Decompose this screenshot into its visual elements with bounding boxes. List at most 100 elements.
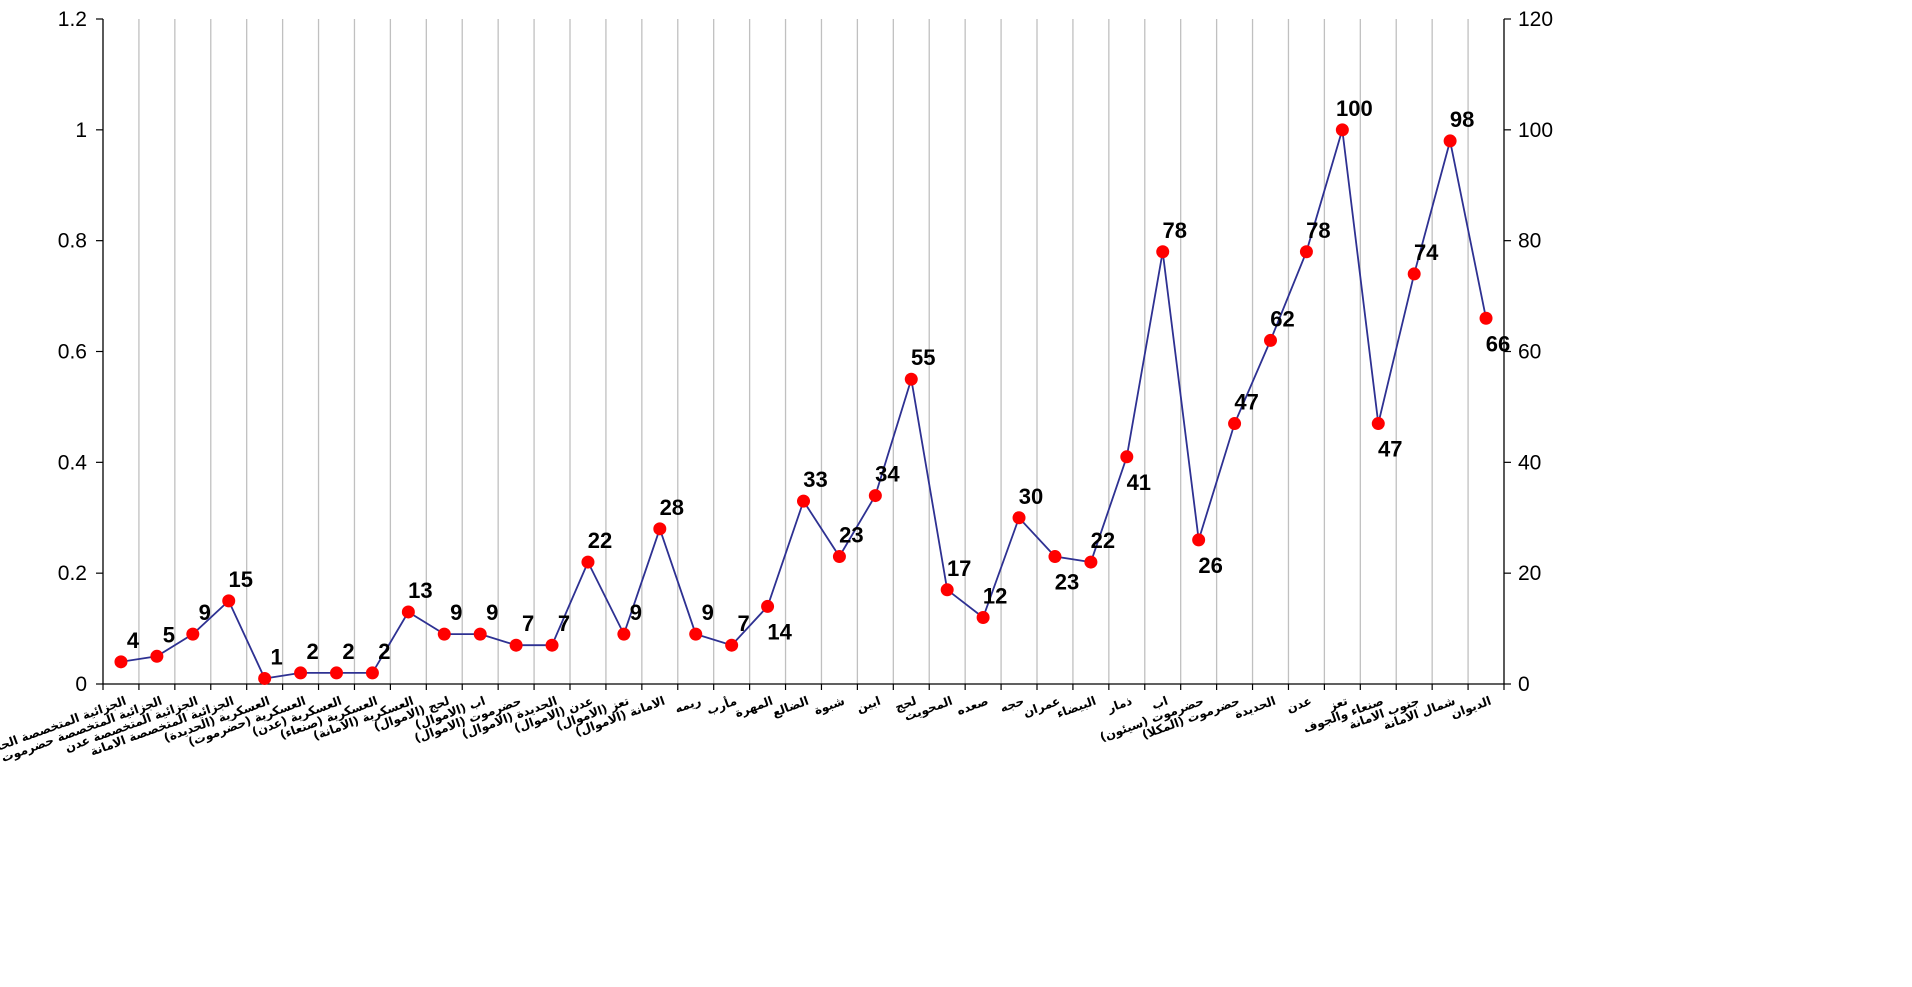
data-marker [1012, 511, 1026, 525]
x-tick-label: ريمه [673, 694, 703, 716]
data-marker [473, 627, 487, 641]
x-tick-label: عدن [1285, 694, 1314, 716]
y-left-tick-label: 1 [75, 119, 87, 142]
y-left-tick-label: 0.8 [58, 230, 87, 253]
data-marker [1443, 134, 1457, 148]
data-marker [832, 550, 846, 564]
data-label: 2 [378, 639, 390, 664]
data-marker [1479, 311, 1493, 325]
x-tick-label: اب [1150, 694, 1170, 713]
data-label: 23 [839, 523, 863, 548]
y-right-tick-label: 60 [1518, 341, 1541, 364]
data-marker [1335, 123, 1349, 137]
data-marker [581, 555, 595, 569]
data-markers [114, 123, 1493, 685]
data-label: 98 [1450, 107, 1474, 132]
series-line [120, 129, 1487, 680]
data-marker [114, 655, 128, 669]
data-label: 47 [1378, 437, 1402, 462]
data-marker [689, 627, 703, 641]
data-marker [904, 372, 918, 386]
data-label: 9 [450, 600, 462, 625]
data-label: 7 [558, 611, 570, 636]
x-tick-label: الضالع [770, 694, 810, 720]
data-label: 100 [1336, 96, 1373, 121]
data-label: 1 [271, 644, 283, 669]
y-right-tick-label: 40 [1518, 451, 1541, 474]
data-marker [1264, 333, 1277, 347]
data-marker [545, 638, 559, 652]
data-label: 22 [1091, 528, 1115, 553]
data-marker [976, 611, 990, 624]
y-right-tick-label: 80 [1518, 230, 1541, 253]
y-left-tick-label: 0.4 [58, 451, 88, 474]
y-right-tick-label: 0 [1518, 673, 1530, 696]
data-marker [1084, 555, 1098, 569]
series-line-path [120, 129, 1487, 680]
data-marker [222, 594, 236, 608]
data-label: 28 [660, 495, 684, 520]
data-label: 47 [1234, 390, 1258, 415]
x-tick-label: صعده [955, 694, 990, 718]
data-label: 2 [306, 639, 318, 664]
axes [102, 19, 1505, 690]
left-y-axis-ticks: 0 0.2 0.4 0.6 0.8 1 1.2 [58, 8, 103, 696]
y-left-tick-label: 1.2 [58, 8, 87, 31]
data-marker [1192, 533, 1206, 547]
x-tick-label: تعز [1326, 694, 1349, 714]
y-right-tick-label: 120 [1518, 8, 1553, 31]
data-label: 26 [1198, 553, 1222, 578]
data-label: 9 [630, 600, 642, 625]
data-label: 13 [408, 578, 432, 603]
data-label: 74 [1414, 240, 1439, 265]
data-marker [761, 599, 775, 613]
data-label: 9 [702, 600, 714, 625]
data-label: 14 [767, 619, 792, 644]
x-tick-label: الحديدة [1233, 694, 1278, 722]
y-left-tick-label: 0.2 [58, 562, 87, 585]
data-label: 33 [803, 467, 827, 492]
data-marker [1407, 267, 1421, 281]
y-right-tick-label: 20 [1518, 562, 1541, 585]
data-marker [1299, 245, 1313, 259]
data-marker [653, 522, 667, 536]
x-tick-label: مأرب [705, 693, 739, 718]
x-tick-label: شبوة [812, 694, 847, 719]
x-tick-label: البيضاء [1055, 694, 1098, 721]
data-marker [437, 627, 451, 641]
data-marker [365, 666, 379, 680]
x-tick-label: المهرة [733, 694, 775, 721]
data-label: 62 [1270, 306, 1294, 331]
data-marker [1048, 550, 1062, 564]
x-tick-label: ذمار [1105, 694, 1134, 716]
data-label: 78 [1306, 218, 1330, 243]
data-label: 23 [1055, 570, 1079, 595]
data-label: 17 [947, 556, 971, 581]
data-marker [258, 671, 272, 685]
data-label: 22 [588, 528, 612, 553]
data-label: 66 [1486, 331, 1510, 356]
x-tick-label: الديوان [1449, 694, 1494, 722]
data-label: 9 [199, 600, 211, 625]
data-marker [940, 583, 954, 597]
data-label: 2 [342, 639, 354, 664]
y-right-tick-label: 100 [1518, 119, 1553, 142]
data-label: 7 [738, 611, 750, 636]
y-left-tick-label: 0.6 [58, 341, 87, 364]
x-tick-label: ابين [855, 694, 883, 715]
data-label: 41 [1127, 470, 1151, 495]
data-marker [294, 666, 308, 680]
data-marker [330, 666, 343, 680]
data-marker [797, 494, 810, 508]
data-label: 7 [522, 611, 534, 636]
data-marker [617, 627, 631, 641]
data-marker [725, 638, 739, 652]
data-marker [1120, 450, 1134, 464]
data-marker [1156, 245, 1170, 259]
data-marker [150, 649, 164, 663]
data-marker [1228, 417, 1242, 431]
right-y-axis-ticks: 0 20 40 60 80 100 120 [1504, 8, 1553, 696]
data-label: 55 [911, 345, 935, 370]
data-marker [401, 605, 415, 619]
y-left-tick-label: 0 [75, 673, 87, 696]
